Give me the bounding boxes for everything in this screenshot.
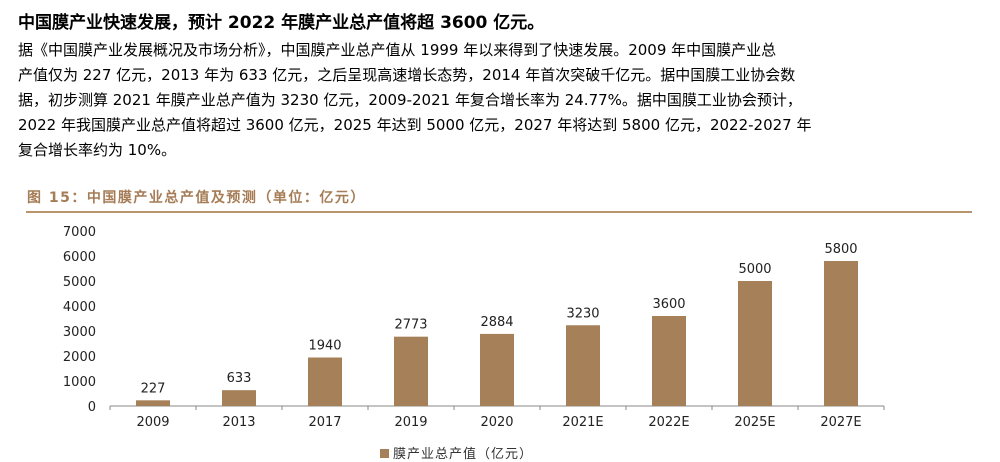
data-label: 1940: [308, 339, 341, 354]
x-tick-label: 2027E: [820, 415, 861, 430]
y-tick-label: 6000: [63, 250, 96, 265]
data-label: 227: [141, 381, 166, 396]
caption-divider: [26, 211, 972, 213]
data-label: 633: [227, 371, 252, 386]
bar: [480, 333, 514, 406]
bar: [824, 261, 858, 406]
bar: [652, 316, 686, 406]
x-tick-label: 2022E: [648, 415, 689, 430]
x-tick-label: 2017: [308, 415, 341, 430]
paragraph-line: 据《中国膜产业发展概况及市场分析》，中国膜产业总产值从 1999 年以来得到了快…: [18, 41, 777, 59]
bar: [136, 400, 170, 406]
y-tick-label: 0: [88, 400, 96, 415]
data-label: 2773: [394, 318, 427, 333]
figure-caption: 图 15：中国膜产业总产值及预测（单位：亿元）: [27, 190, 366, 206]
x-tick-label: 2025E: [734, 415, 775, 430]
x-tick-label: 2019: [394, 415, 427, 430]
bar: [308, 357, 342, 406]
data-label: 5000: [738, 262, 771, 277]
x-tick-label: 2009: [136, 415, 169, 430]
data-label: 3230: [566, 306, 599, 321]
bar: [222, 390, 256, 406]
chart-legend: 膜产业总产值（亿元）: [380, 443, 533, 462]
x-tick-label: 2013: [222, 415, 255, 430]
data-label: 5800: [824, 242, 857, 257]
bar: [394, 336, 428, 406]
paragraph-line: 产值仅为 227 亿元，2013 年为 633 亿元，之后呈现高速增长态势，20…: [18, 66, 796, 84]
legend-swatch: [380, 449, 389, 458]
paragraph-line: 复合增长率约为 10%。: [18, 141, 177, 159]
bar: [738, 281, 772, 406]
x-tick-label: 2021E: [562, 415, 603, 430]
paragraph-line: 据，初步测算 2021 年膜产业总产值为 3230 亿元，2009-2021 年…: [18, 91, 802, 109]
y-tick-label: 3000: [63, 325, 96, 340]
y-tick-label: 5000: [63, 275, 96, 290]
y-tick-label: 4000: [63, 300, 96, 315]
body-paragraph: 据《中国膜产业发展概况及市场分析》，中国膜产业总产值从 1999 年以来得到了快…: [18, 38, 812, 163]
data-label: 2884: [480, 315, 513, 330]
y-tick-label: 1000: [63, 375, 96, 390]
legend-label: 膜产业总产值（亿元）: [393, 447, 534, 462]
y-tick-label: 7000: [63, 225, 96, 240]
x-tick-label: 2020: [480, 415, 513, 430]
bar: [566, 325, 600, 406]
data-label: 3600: [652, 297, 685, 312]
y-tick-label: 2000: [63, 350, 96, 365]
section-heading: 中国膜产业快速发展，预计 2022 年膜产业总产值将超 3600 亿元。: [18, 13, 545, 33]
paragraph-line: 2022 年我国膜产业总产值将超过 3600 亿元，2025 年达到 5000 …: [18, 116, 812, 134]
